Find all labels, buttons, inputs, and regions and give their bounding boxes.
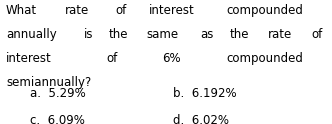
Text: of: of xyxy=(115,4,126,17)
Text: d.  6.02%: d. 6.02% xyxy=(173,114,229,124)
Text: 6%: 6% xyxy=(162,52,180,65)
Text: b.  6.192%: b. 6.192% xyxy=(173,87,236,100)
Text: interest: interest xyxy=(149,4,195,17)
Text: annually: annually xyxy=(6,28,57,41)
Text: is: is xyxy=(84,28,93,41)
Text: compounded: compounded xyxy=(227,4,304,17)
Text: of: of xyxy=(311,28,323,41)
Text: the: the xyxy=(109,28,128,41)
Text: a.  5.29%: a. 5.29% xyxy=(30,87,86,100)
Text: rate: rate xyxy=(65,4,89,17)
Text: same: same xyxy=(146,28,179,41)
Text: c.  6.09%: c. 6.09% xyxy=(30,114,85,124)
Text: as: as xyxy=(200,28,214,41)
Text: semiannually?: semiannually? xyxy=(6,76,91,89)
Text: interest: interest xyxy=(6,52,52,65)
Text: the: the xyxy=(230,28,250,41)
Text: of: of xyxy=(106,52,117,65)
Text: rate: rate xyxy=(268,28,292,41)
Text: What: What xyxy=(6,4,37,17)
Text: compounded: compounded xyxy=(227,52,304,65)
